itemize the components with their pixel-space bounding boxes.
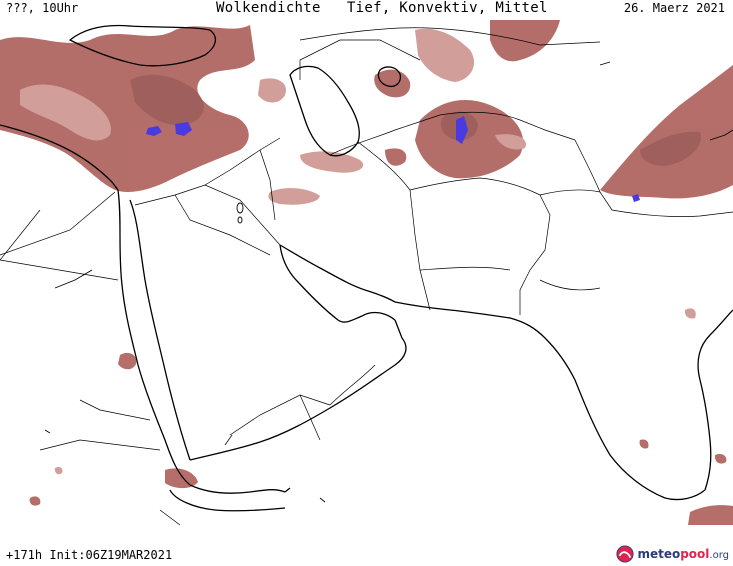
coastlines — [0, 24, 733, 512]
logo-accent: pool — [680, 547, 710, 561]
lakes-islands — [44, 61, 733, 503]
cloud-cover-layer — [0, 20, 733, 525]
valid-date: 26. Maerz 2021 — [623, 1, 725, 15]
meteopool-logo-link[interactable]: meteopool.org — [616, 544, 729, 564]
valid-time-label: ???, 10Uhr — [6, 1, 79, 15]
map-footer: +171h Init:06Z19MAR2021 meteopool.org — [0, 526, 733, 566]
meteopool-logo-text: meteopool.org — [637, 547, 729, 561]
model-run-info: +171h Init:06Z19MAR2021 — [6, 548, 173, 562]
country-borders — [0, 27, 733, 525]
map-title: Wolkendichte Tief, Konvektiv, Mittel — [216, 0, 548, 16]
map-header: ???, 10Uhr Wolkendichte Tief, Konvektiv,… — [0, 0, 733, 22]
meteopool-logo-icon — [616, 545, 634, 563]
logo-main: meteo — [637, 547, 681, 561]
convective-cells — [146, 116, 640, 202]
weather-map — [0, 20, 733, 525]
logo-tld: .org — [709, 550, 729, 561]
